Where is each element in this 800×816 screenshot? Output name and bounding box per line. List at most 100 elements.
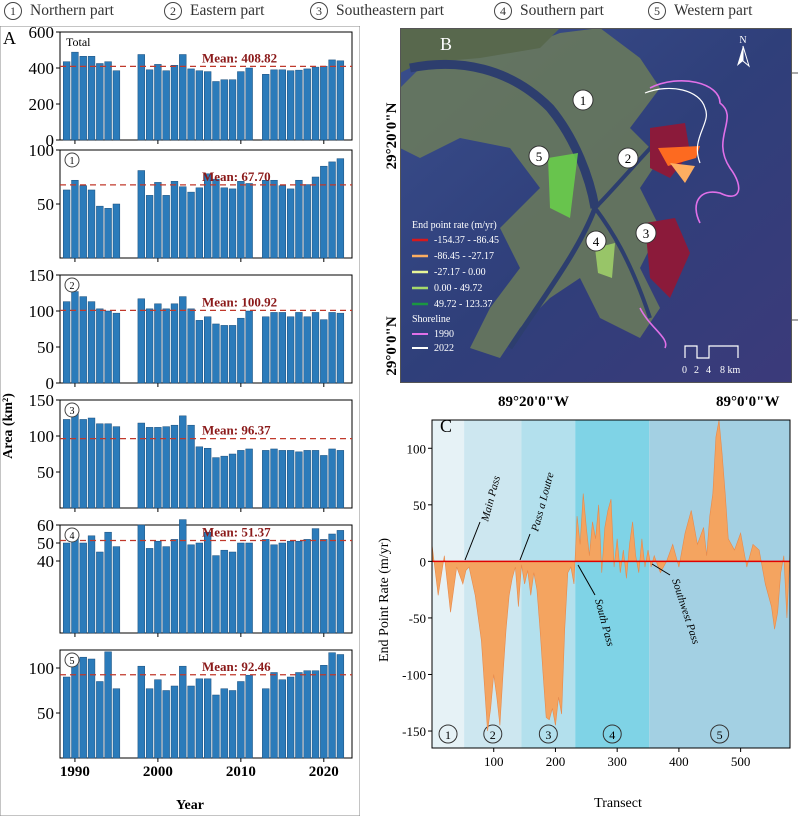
panel-a-label: A — [3, 28, 16, 48]
north-arrow: N — [737, 35, 750, 68]
subplot-total: 0 200 400 600 Mean: 408.82 Total — [29, 26, 353, 150]
y-tick-label: 0 — [46, 131, 55, 150]
bar-2008 — [220, 688, 228, 759]
bar-2016 — [286, 676, 295, 759]
bar-1992 — [87, 535, 96, 634]
bar-2021 — [328, 312, 336, 384]
bar-2016 — [286, 70, 295, 141]
north-label: N — [739, 35, 746, 46]
bar-2010 — [237, 681, 245, 759]
bar-2006 — [204, 71, 212, 141]
upper-land — [400, 28, 560, 73]
bar-2014 — [270, 672, 278, 759]
bar-1992 — [87, 417, 96, 509]
bar-2020 — [320, 65, 328, 141]
river-channel — [409, 59, 600, 209]
bar-1993 — [96, 205, 104, 259]
bar-2015 — [278, 542, 286, 634]
bar-2015 — [278, 450, 286, 509]
bar-2018 — [303, 539, 311, 634]
bar-2015 — [278, 679, 286, 759]
region-marker-2 — [617, 147, 639, 169]
bar-2019 — [311, 312, 320, 384]
legend-label: Eastern part — [190, 2, 265, 19]
bar-2013 — [262, 688, 270, 759]
bar-2011 — [245, 448, 253, 509]
bar-2009 — [228, 551, 237, 634]
bar-1998 — [137, 170, 145, 259]
subplot-number-circle — [64, 527, 80, 543]
legend-number: 5 — [648, 2, 666, 20]
subplot-number-circle — [64, 402, 80, 418]
bar-1995 — [112, 546, 121, 634]
y-tick-label: 50 — [37, 463, 54, 482]
bar-1989 — [62, 676, 71, 759]
delta-map: B N 1 2 3 4 5 End point rate (m/yr) -154… — [400, 28, 798, 410]
region-marker-text: 3 — [643, 226, 650, 241]
scale-2: 2 — [694, 365, 699, 376]
region-marker-text: 2 — [625, 151, 632, 166]
region-marker-3 — [635, 222, 657, 244]
legend-number: 3 — [310, 2, 328, 20]
legend-item-northern: 1 Northern part — [4, 2, 114, 20]
scale-4: 4 — [706, 365, 711, 376]
scale-0: 0 — [682, 365, 687, 376]
bar-2001 — [162, 426, 170, 509]
mean-label: Mean: 96.37 — [202, 423, 271, 438]
bar-2010 — [237, 317, 245, 384]
bar-2014 — [270, 179, 278, 259]
zone-label: 5 — [717, 728, 723, 742]
bar-1990 — [71, 410, 79, 509]
bar-2008 — [220, 187, 228, 259]
epr-legend-title: End point rate (m/yr) — [412, 220, 497, 231]
y-tick-label: 100 — [407, 441, 427, 456]
legend-item-western: 5 Western part — [648, 2, 752, 20]
bar-2011 — [245, 183, 253, 259]
bar-2005 — [195, 320, 204, 384]
bar-1999 — [145, 427, 154, 509]
north-arrow-right — [742, 45, 750, 68]
y-tick-label: 150 — [29, 266, 55, 285]
panel-c-label: C — [440, 416, 452, 436]
bar-2001 — [162, 690, 170, 759]
bar-1991 — [79, 185, 87, 259]
bar-2006 — [204, 531, 212, 634]
bar-2003 — [179, 54, 187, 141]
bar-1990 — [71, 51, 79, 141]
bar-2010 — [237, 542, 245, 634]
bar-2003 — [179, 665, 187, 759]
y-tick-label: 200 — [29, 95, 55, 114]
epr-line-chart: 1 2 3 4 5 -150 -100 -50 0 50 100 100 200 300 400 500 C… — [377, 416, 791, 811]
bar-2016 — [286, 450, 295, 509]
bar-1995 — [112, 312, 121, 384]
bar-1990 — [71, 535, 79, 634]
bar-1995 — [112, 688, 121, 759]
bar-1999 — [145, 195, 154, 259]
bar-2019 — [311, 66, 320, 141]
region-marker-text: 5 — [536, 149, 543, 164]
epr-label-4: 49.72 - 123.37 — [434, 299, 492, 310]
bar-2010 — [237, 71, 245, 141]
bar-1993 — [96, 423, 104, 509]
panel-a-ylabel: Area (km²) — [1, 393, 16, 459]
bar-2007 — [212, 81, 220, 141]
annotation-south-pass-arrow — [577, 564, 596, 596]
bar-1989 — [62, 542, 71, 634]
y-tick-label: 50 — [37, 195, 54, 214]
bar-2015 — [278, 312, 286, 384]
bar-1991 — [79, 56, 87, 141]
bar-1994 — [104, 651, 112, 759]
subplot-number-circle — [64, 277, 80, 293]
bar-2020 — [320, 539, 328, 634]
bar-2006 — [204, 316, 212, 384]
legend-item-eastern: 2 Eastern part — [164, 2, 264, 20]
bar-2009 — [228, 79, 237, 141]
bar-2002 — [170, 65, 179, 141]
subplot-part-3: 50 100 150 Mean: 96.37 3 — [29, 391, 353, 512]
bar-1992 — [87, 189, 96, 259]
plot-frame — [431, 419, 791, 749]
bar-2005 — [195, 678, 204, 759]
erosion-patch-orange — [658, 146, 700, 166]
bar-2019 — [311, 450, 320, 509]
bar-2020 — [320, 319, 328, 384]
